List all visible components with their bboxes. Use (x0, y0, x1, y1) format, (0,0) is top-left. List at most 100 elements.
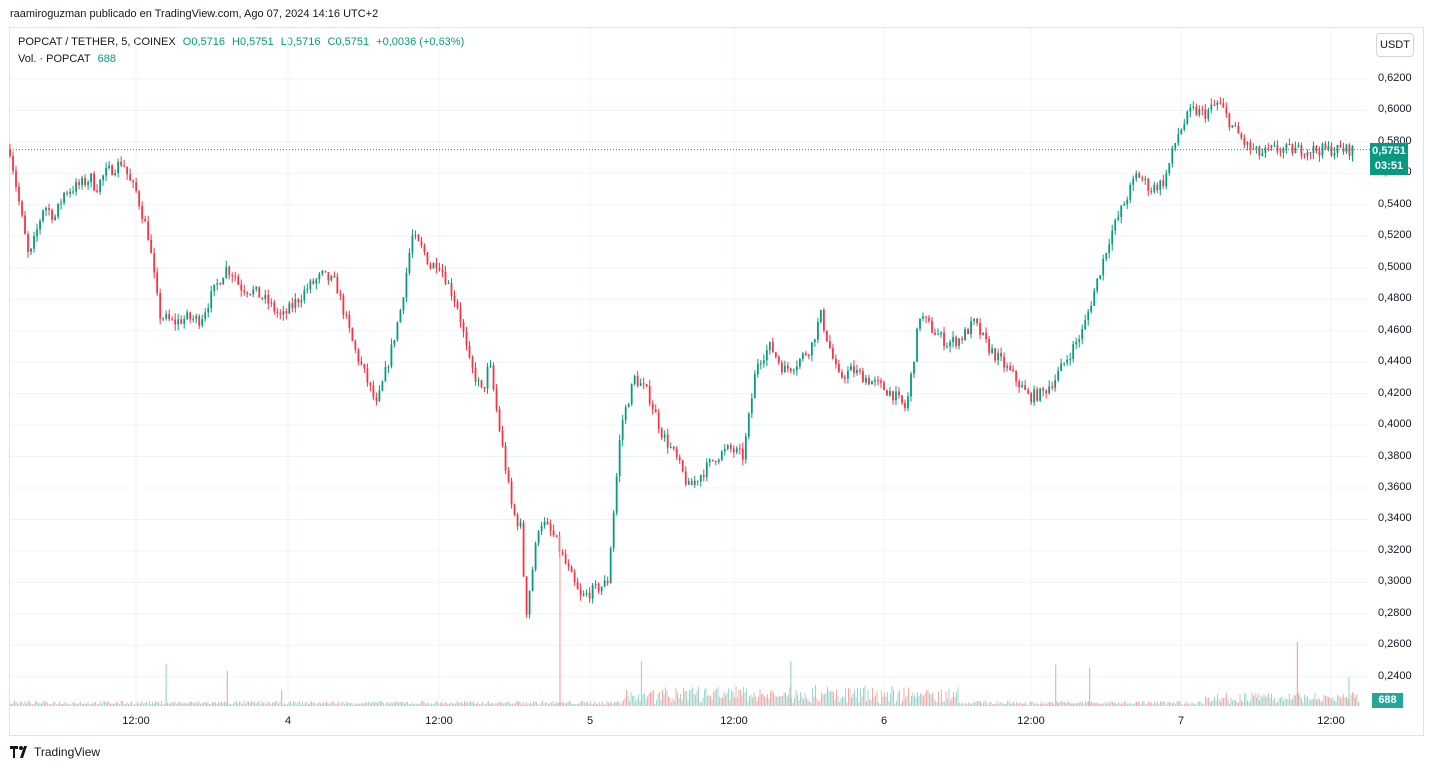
volume-bar (1215, 700, 1217, 706)
volume-bar (1090, 701, 1092, 706)
volume-bar (1149, 701, 1151, 706)
candle-down (198, 315, 201, 326)
volume-bar (1075, 702, 1077, 706)
volume-bar (19, 701, 21, 706)
volume-bar (1263, 693, 1265, 706)
volume-bar (922, 696, 924, 706)
volume-bar (51, 704, 53, 706)
volume-bar (711, 699, 713, 706)
volume-bar (1167, 702, 1169, 706)
volume-bar (1195, 704, 1197, 706)
candle-down (1138, 173, 1141, 178)
volume-bar (579, 702, 581, 706)
volume-bar (1161, 701, 1163, 706)
volume-bar (286, 704, 288, 706)
volume-bar (868, 699, 870, 706)
volume-bar (450, 702, 452, 706)
volume-bar (115, 701, 117, 706)
candle-up (639, 383, 642, 386)
volume-bar (1047, 701, 1049, 706)
volume-bar (301, 701, 303, 706)
volume-bar (1228, 703, 1230, 706)
volume-bar (1233, 699, 1235, 706)
volume-bar (355, 703, 357, 706)
volume-bar (699, 701, 701, 706)
volume-bar (1048, 702, 1050, 706)
volume-bar (1095, 702, 1097, 706)
volume-bar (849, 688, 851, 706)
candle-down (967, 329, 969, 335)
volume-bar (180, 702, 182, 706)
volume-bar (474, 703, 476, 706)
volume-bar (468, 701, 470, 706)
volume-bar (1329, 697, 1331, 706)
volume-bar (409, 704, 411, 706)
volume-bar (397, 702, 399, 706)
candle-down (1000, 352, 1002, 357)
volume-bar (960, 703, 962, 706)
volume-bar (405, 701, 407, 706)
tradingview-logo[interactable]: TradingView (10, 745, 100, 759)
volume-bar (1230, 697, 1232, 706)
volume-bar (183, 702, 185, 706)
volume-bar (594, 701, 596, 706)
volume-bar (784, 692, 786, 706)
volume-bar (517, 701, 519, 706)
volume-bar (571, 704, 573, 706)
candle-up (105, 167, 108, 176)
volume-bar (432, 704, 434, 706)
volume-bar (996, 701, 998, 706)
candle-up (630, 384, 633, 405)
volume-bar (1080, 701, 1082, 706)
volume-bar (630, 692, 632, 706)
candle-down (636, 375, 639, 386)
volume-indicator-label[interactable]: Vol. · POPCAT (18, 53, 91, 65)
volume-bar (85, 703, 87, 706)
candle-down (360, 361, 363, 365)
candle-up (81, 178, 83, 186)
candle-down (925, 316, 927, 318)
candle-up (534, 543, 537, 570)
volume-bar (1137, 701, 1139, 706)
candle-down (9, 149, 11, 157)
volume-bar (867, 689, 869, 706)
volume-bar (1117, 701, 1119, 706)
volume-bar (1240, 700, 1242, 706)
candle-up (1006, 365, 1009, 368)
volume-bar (978, 701, 980, 706)
volume-bar (462, 703, 464, 706)
volume-bar (1044, 702, 1046, 706)
volume-bar (757, 696, 759, 706)
candle-down (1240, 133, 1243, 139)
volume-bar (204, 702, 206, 706)
volume-bar (952, 691, 954, 706)
volume-bar (1308, 699, 1310, 706)
candle-down (120, 161, 123, 166)
currency-button[interactable]: USDT (1376, 33, 1414, 57)
volume-bar (1155, 703, 1157, 706)
candle-up (916, 328, 918, 362)
candle-up (30, 248, 32, 252)
candle-down (267, 294, 270, 304)
volume-bar (73, 702, 75, 706)
volume-bar (1200, 701, 1202, 706)
volume-bar (736, 697, 738, 706)
volume-bar (94, 701, 96, 706)
volume-bar (304, 702, 306, 706)
volume-bar (271, 702, 273, 706)
volume-bar (60, 704, 62, 706)
volume-bar (609, 702, 611, 706)
candle-down (417, 234, 420, 241)
candle-down (435, 263, 438, 268)
volume-bar (585, 701, 587, 706)
volume-bar (1249, 700, 1251, 706)
candle-up (1060, 363, 1063, 371)
volume-bar (231, 704, 233, 706)
volume-bar (813, 696, 815, 706)
volume-bar (901, 700, 903, 706)
candle-down (1288, 144, 1291, 146)
volume-bar (1201, 704, 1203, 706)
volume-bar (222, 703, 224, 706)
candle-up (1096, 278, 1099, 291)
